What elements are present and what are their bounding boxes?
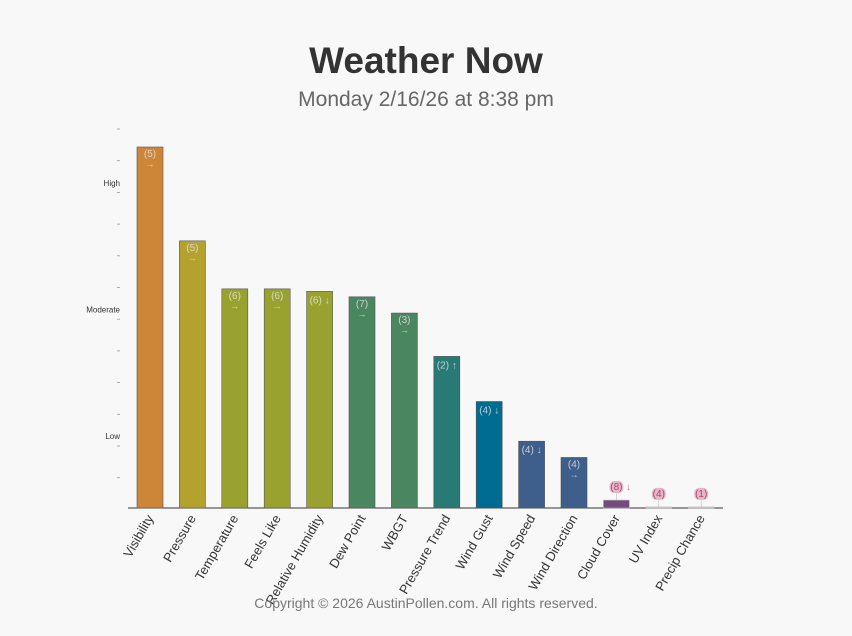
bar	[560, 457, 588, 509]
bar	[518, 440, 545, 509]
bar-trend-arrow: ↓	[626, 482, 631, 493]
y-level-label: Moderate	[86, 305, 120, 314]
bar-label-badge	[609, 481, 624, 494]
bar	[179, 240, 206, 509]
bar	[263, 288, 291, 509]
x-tick-label: Temperature	[192, 512, 241, 583]
bar-trend-arrow: →	[146, 159, 155, 169]
bar	[348, 296, 376, 509]
copyright-notice: Copyright © 2026 AustinPollen.com. All r…	[254, 595, 598, 611]
bar-value-label: (7)	[356, 299, 368, 310]
bar-trend-arrow: →	[230, 301, 239, 311]
y-level-label: Low	[105, 432, 120, 441]
bar-value-label: (1)	[695, 489, 707, 500]
bar-value-label: (6)	[271, 291, 283, 302]
bar	[136, 146, 164, 509]
bar-value-label: (5)	[144, 149, 156, 160]
bar-label-badge	[651, 487, 666, 500]
bar	[433, 356, 461, 509]
bar	[306, 291, 333, 509]
chart-subtitle: Monday 2/16/26 at 8:38 pm	[298, 88, 554, 111]
bar-value-label: (5)	[186, 243, 198, 254]
x-tick-label: Pressure	[160, 512, 199, 565]
bar-value-label: (6) ↓	[310, 295, 330, 306]
bar-value-label: (8)	[610, 482, 622, 493]
bar-trend-arrow: →	[358, 309, 367, 319]
bar	[687, 506, 715, 509]
bar	[475, 401, 503, 509]
bar-value-label: (2) ↑	[437, 360, 457, 371]
bar-trend-arrow: →	[400, 325, 409, 335]
x-tick-label: UV Index	[626, 512, 666, 566]
bar	[645, 506, 673, 509]
bar	[603, 499, 630, 509]
bar-value-label: (4) ↓	[522, 445, 542, 456]
x-tick-label: Wind Gust	[452, 512, 496, 572]
bar-value-label: (4)	[653, 489, 665, 500]
x-tick-label: Dew Point	[326, 512, 369, 571]
chart-title: Weather Now	[309, 40, 543, 81]
x-tick-label: WBGT	[379, 512, 412, 553]
bar-value-label: (4) ↓	[479, 406, 499, 417]
x-tick-label: Visibility	[120, 512, 157, 560]
bar	[221, 288, 249, 509]
x-tick-label: Cloud Cover	[574, 511, 623, 582]
x-tick-label: Feels Like	[241, 512, 284, 571]
bar-trend-arrow: →	[570, 469, 579, 479]
bar-trend-arrow: →	[273, 301, 282, 311]
bar	[391, 312, 418, 509]
bar-value-label: (6)	[229, 291, 241, 302]
bar-trend-arrow: →	[188, 253, 197, 263]
bar-value-label: (3)	[398, 315, 410, 326]
bar-label-badge	[694, 487, 709, 500]
x-tick-label: Wind Speed	[490, 512, 538, 581]
y-level-label: High	[104, 179, 120, 188]
bar-value-label: (4)	[568, 459, 580, 470]
